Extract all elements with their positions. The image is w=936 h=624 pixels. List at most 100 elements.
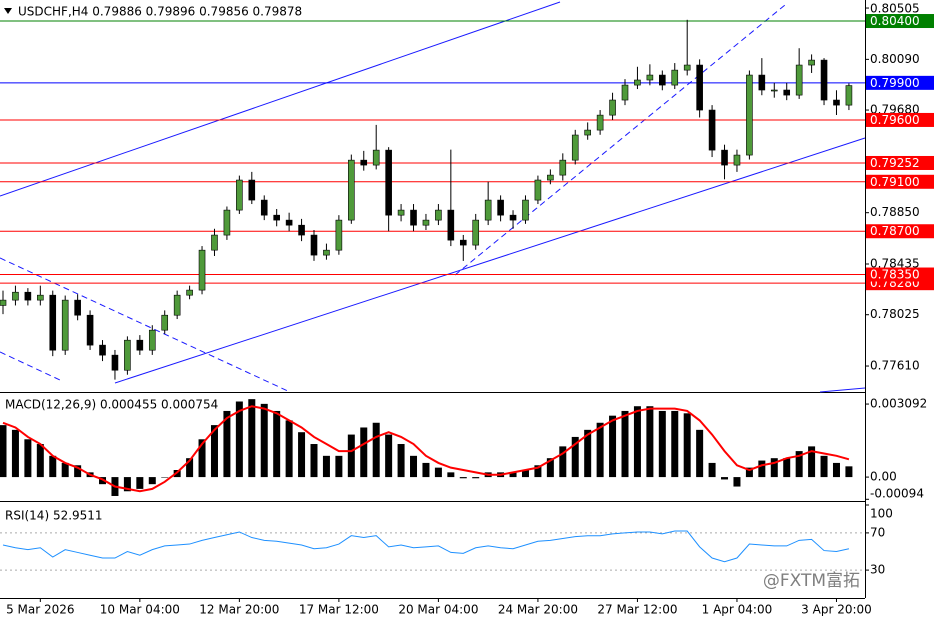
candle-body	[484, 199, 492, 221]
histogram-bar	[658, 410, 666, 478]
candle-body	[422, 219, 430, 226]
histogram-bar	[285, 420, 293, 478]
trendline	[114, 137, 866, 384]
candle-body	[37, 294, 44, 301]
candle-body	[410, 209, 417, 226]
level-label-text: 0.79900	[870, 76, 920, 90]
y-tick-label: 0.00	[870, 470, 897, 484]
candle-body	[659, 74, 666, 86]
candle-body	[559, 159, 567, 176]
histogram-bar	[372, 422, 380, 478]
histogram-bar	[223, 410, 231, 478]
level-label: 0.79900	[866, 75, 934, 90]
candle-body	[49, 294, 57, 351]
trendline	[454, 4, 786, 276]
histogram-bar	[472, 477, 480, 479]
candle-body	[385, 149, 392, 216]
candle-body	[0, 299, 7, 306]
signal-line	[2, 405, 850, 493]
histogram-bar	[335, 455, 343, 478]
trendlines	[0, 1, 866, 393]
menu-arrow[interactable]	[4, 8, 12, 14]
candle-body	[571, 134, 579, 161]
candle-body	[646, 74, 654, 81]
candle-body	[124, 339, 131, 371]
candle-body	[634, 79, 641, 86]
histogram-bar	[795, 451, 803, 478]
histogram-bar	[509, 472, 517, 478]
candle-body	[733, 154, 741, 166]
candle-body	[173, 294, 181, 316]
candle-body	[335, 219, 343, 251]
histogram-bar	[49, 455, 57, 478]
histogram-bar	[546, 458, 554, 478]
histogram-bar	[385, 434, 393, 478]
level-label-text: 0.79600	[870, 113, 920, 127]
level-label: 0.78700	[866, 224, 934, 239]
histogram-bar	[235, 401, 243, 478]
candle-body	[459, 239, 467, 246]
x-tick-label: 20 Mar 04:00	[398, 603, 478, 617]
candle-body	[260, 199, 268, 216]
candle-body	[683, 64, 691, 71]
candle-body	[198, 249, 206, 291]
level-label-box	[866, 267, 934, 282]
candle-body	[696, 64, 703, 111]
x-tick-label: 17 Mar 12:00	[299, 603, 379, 617]
candle-body	[808, 59, 815, 66]
x-tick-label: 24 Mar 20:00	[498, 603, 578, 617]
histogram-bar	[11, 429, 19, 478]
y-tick-label: 0.80090	[870, 52, 920, 66]
level-label: 0.78350	[866, 267, 934, 282]
chart-title: USDCHF,H4 0.79886 0.79896 0.79856 0.7987…	[18, 5, 302, 19]
candle-body	[397, 209, 405, 216]
histogram-bar	[61, 462, 69, 478]
candle-body	[285, 219, 293, 226]
candle-body	[298, 224, 305, 236]
histogram-bar	[99, 477, 107, 485]
y-tick-label: 0.003092	[870, 397, 927, 411]
y-tick-label: 0.80505	[870, 2, 920, 16]
level-label-box	[866, 224, 934, 239]
candle-body	[497, 199, 504, 216]
candle-body	[447, 209, 455, 241]
candle-body	[186, 289, 193, 296]
histogram-bar	[298, 432, 306, 478]
candle-body	[24, 291, 32, 301]
level-label: 0.80400	[866, 14, 934, 29]
candle-body	[472, 219, 480, 246]
candle-body	[148, 329, 156, 351]
candle-body	[845, 85, 853, 106]
candle-body	[833, 99, 840, 106]
level-label-text: 0.78350	[870, 268, 920, 282]
histogram-bar	[248, 399, 256, 478]
histogram-bar	[347, 434, 355, 478]
histogram-bar	[745, 467, 753, 478]
histogram-bar	[210, 425, 218, 478]
candle-body	[273, 214, 280, 221]
histogram-bar	[696, 429, 704, 478]
histogram-bar	[770, 458, 778, 478]
histogram-bar	[459, 477, 467, 479]
trendline	[0, 257, 291, 393]
histogram-bar	[571, 436, 579, 478]
candle-body	[348, 159, 355, 221]
histogram-bar	[36, 444, 44, 478]
histogram-bar	[596, 422, 604, 478]
histogram-bar	[783, 458, 791, 478]
candle-body	[161, 314, 169, 331]
candle-body	[223, 209, 231, 236]
x-tick-label: 27 Mar 12:00	[597, 603, 677, 617]
histogram-bar	[671, 410, 679, 478]
histogram-bar	[708, 462, 716, 478]
candle-body	[136, 339, 144, 351]
candle-body	[99, 344, 106, 356]
candle-body	[596, 114, 604, 131]
histogram-bar	[758, 460, 766, 478]
watermark: @FXTM富拓	[763, 571, 860, 591]
candle-body	[211, 234, 218, 251]
trendline	[0, 351, 61, 381]
candle-body	[609, 99, 616, 116]
candle-body	[795, 64, 803, 96]
